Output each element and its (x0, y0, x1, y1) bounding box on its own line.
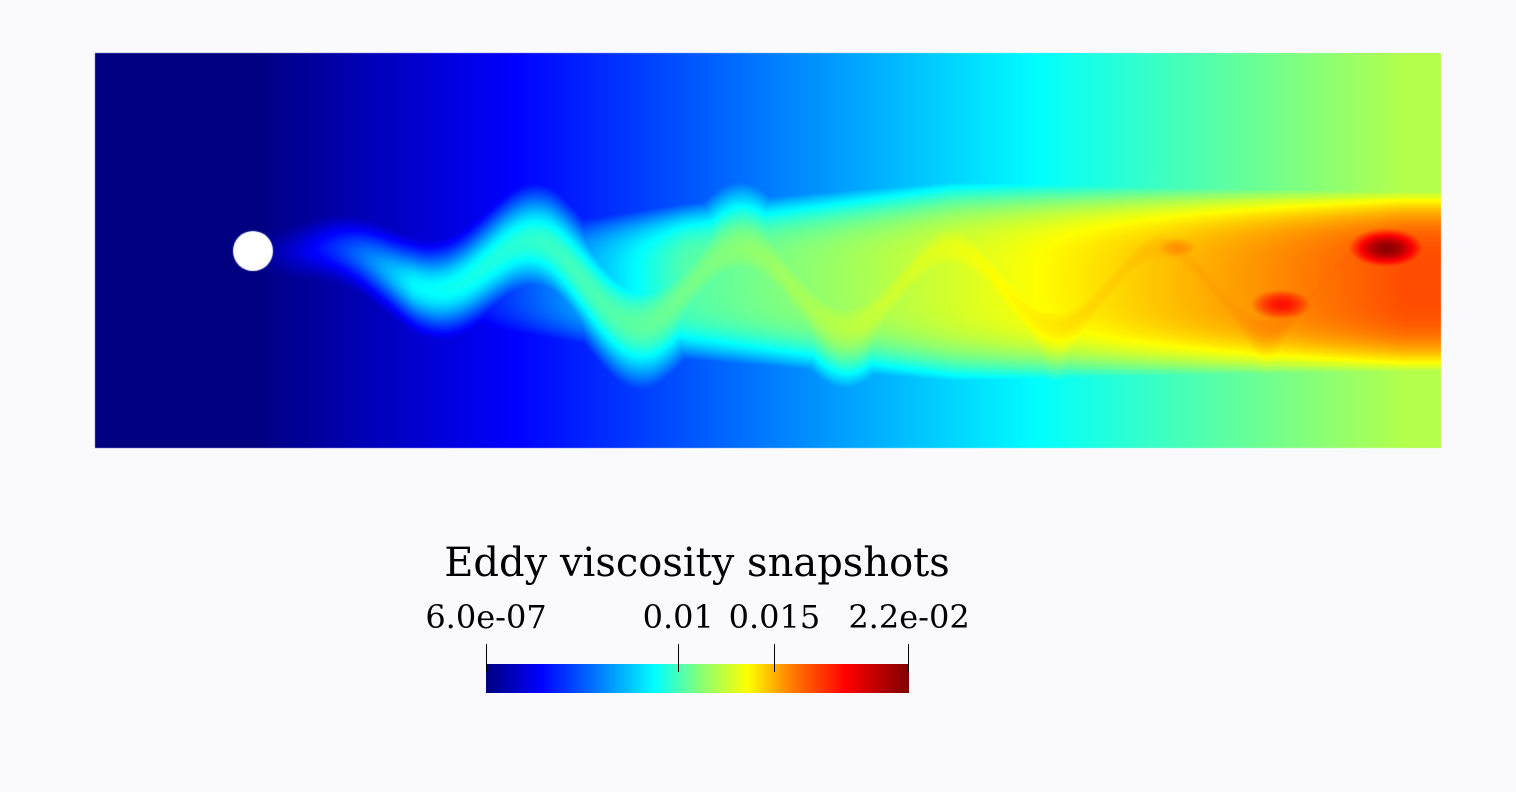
colorbar-tick-label-max: 2.2e-02 (848, 598, 970, 636)
colorbar (486, 664, 909, 693)
colorbar-tick-mark (908, 644, 909, 672)
colorbar-tick-mark (678, 644, 679, 672)
colorbar-tick-mark (486, 644, 487, 672)
colorbar-tick-label-0-01: 0.01 (642, 598, 714, 636)
colorbar-title: Eddy viscosity snapshots (444, 540, 950, 586)
eddy-viscosity-field (0, 0, 1516, 470)
colorbar-tick-mark (774, 644, 775, 672)
colorbar-tick-label-0-015: 0.015 (728, 598, 821, 636)
colorbar-tick-label-min: 6.0e-07 (425, 598, 547, 636)
